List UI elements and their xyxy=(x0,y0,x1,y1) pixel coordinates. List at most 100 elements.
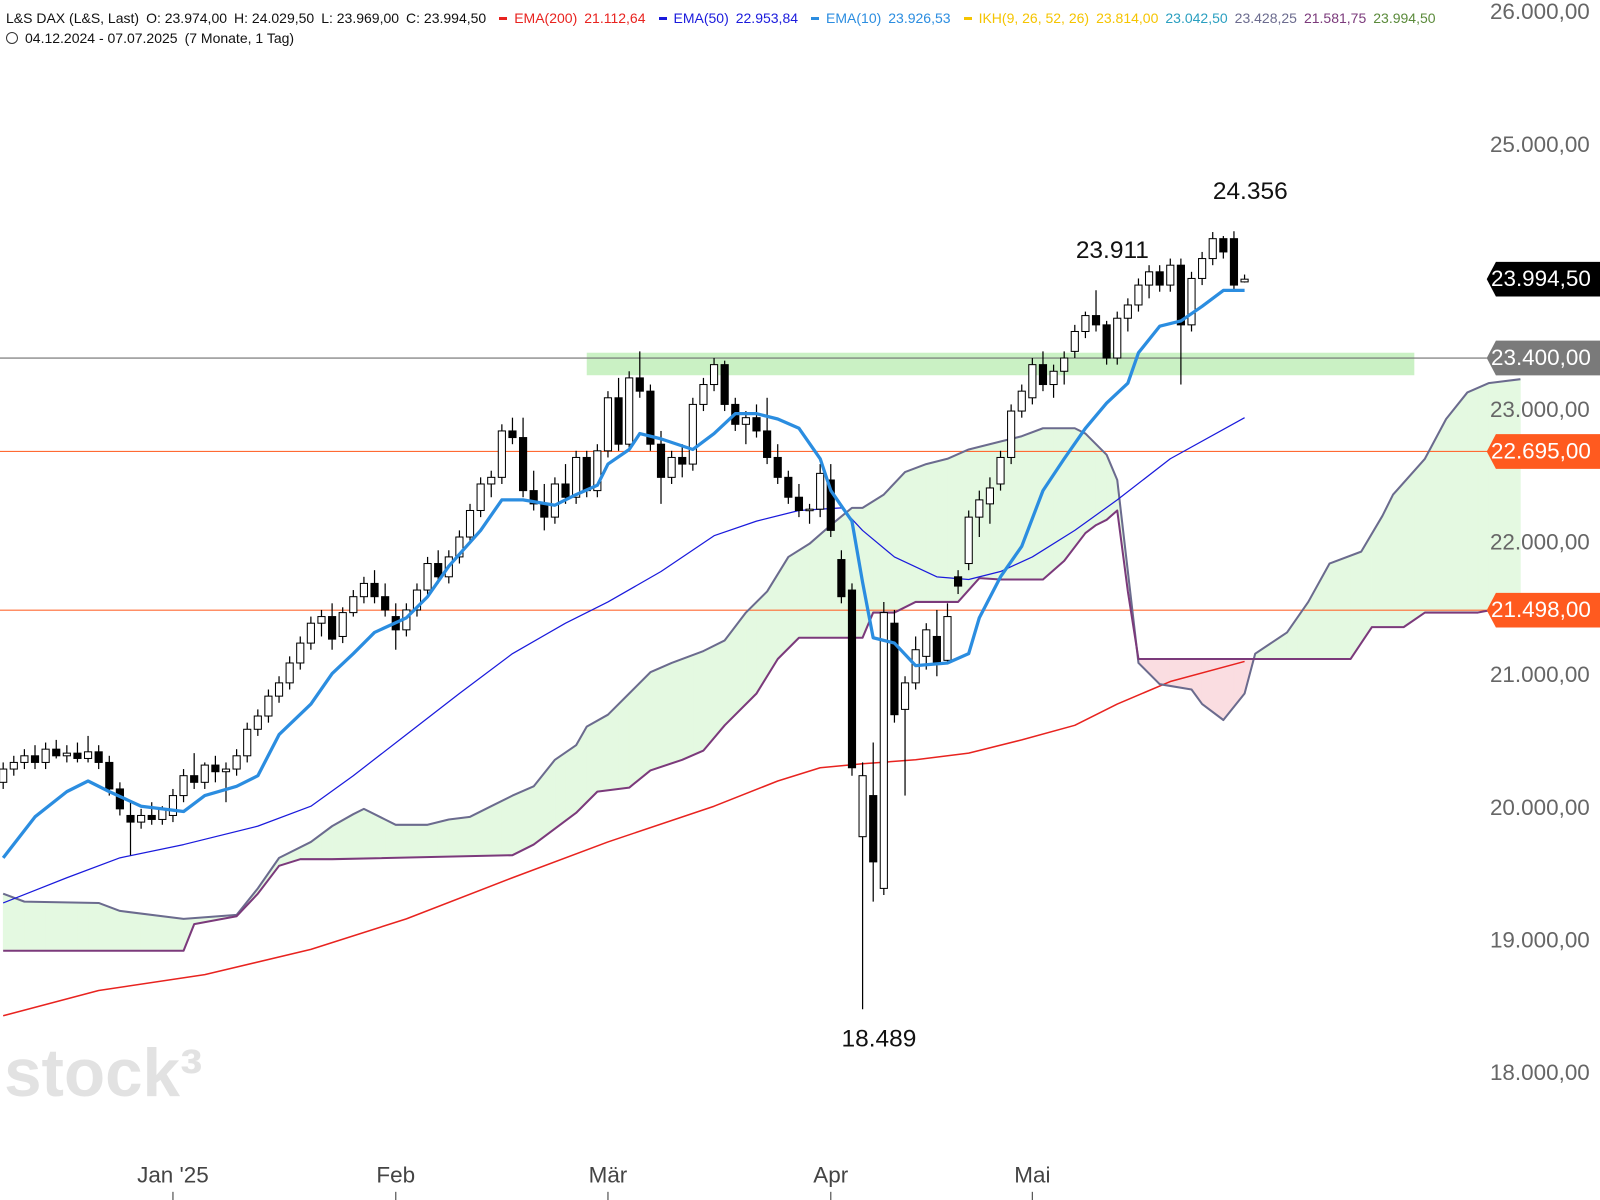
candle-body xyxy=(678,456,687,465)
y-tick-label: 18.000,00 xyxy=(1490,1060,1590,1085)
candle-body xyxy=(0,768,8,783)
cloud-fill xyxy=(904,467,916,608)
candle-body xyxy=(1038,364,1048,386)
cloud-fill xyxy=(1329,559,1341,660)
cloud-fill xyxy=(87,902,99,952)
legend-name: EMA(200) xyxy=(514,10,578,26)
legend-name: EMA(50) xyxy=(673,10,729,26)
candle-body xyxy=(105,761,114,790)
y-tick-label: 22.000,00 xyxy=(1490,530,1590,555)
legend-value: 22.953,84 xyxy=(735,10,799,26)
cloud-fill xyxy=(162,915,174,952)
candle-body xyxy=(317,616,326,624)
cloud-fill xyxy=(1477,382,1489,613)
cloud-fill xyxy=(681,654,694,761)
candle-body xyxy=(243,728,252,757)
cloud-fill xyxy=(1445,404,1458,613)
candle-body xyxy=(1240,278,1249,283)
candle-body xyxy=(794,496,804,512)
cloud-fill xyxy=(1350,551,1362,661)
cloud-fill xyxy=(119,910,131,952)
legend-value: 23.994,50 xyxy=(1373,10,1436,26)
cloud-fill xyxy=(936,458,948,603)
candle-body xyxy=(285,662,294,684)
candle-body xyxy=(190,775,199,783)
ohlc-label: L: 23.969,00 xyxy=(321,10,400,26)
cloud-fill xyxy=(469,810,481,857)
candle-body xyxy=(614,397,623,445)
candle-body xyxy=(582,456,591,492)
date-range: 04.12.2024 - 07.07.2025 xyxy=(25,30,178,46)
cloud-fill xyxy=(416,824,428,858)
cloud-fill xyxy=(894,471,906,614)
ema-line xyxy=(2,417,1245,904)
ema-line xyxy=(1,288,1245,859)
cloud-fill xyxy=(353,808,365,860)
ema-line xyxy=(2,660,1245,1017)
legend-value: 21.581,75 xyxy=(1303,10,1367,26)
cloud-fill xyxy=(1180,658,1192,690)
cloud-fill xyxy=(342,813,354,860)
candle-body xyxy=(1060,357,1069,372)
candle-body xyxy=(720,364,729,405)
legend-name: IKH(9, 26, 52, 26) xyxy=(978,10,1090,26)
cloud-fill xyxy=(363,808,375,859)
candle-body xyxy=(667,456,676,478)
candle-body xyxy=(540,503,549,518)
cloud-fill xyxy=(618,692,630,790)
candle-body xyxy=(550,483,559,518)
cloud-fill xyxy=(1456,391,1468,613)
level-box-label: 21.498,00 xyxy=(1491,597,1591,622)
cloud-fill xyxy=(915,463,927,603)
last-price-box-label: 23.994,50 xyxy=(1491,266,1591,291)
y-tick-label: 19.000,00 xyxy=(1490,927,1590,952)
x-tick-label: Feb xyxy=(376,1162,415,1187)
symbol: L&S DAX (L&S, Last) xyxy=(6,10,140,26)
cloud-fill xyxy=(108,906,121,952)
candle-body xyxy=(656,443,666,478)
candle-body xyxy=(370,582,379,598)
candle-body xyxy=(41,748,50,763)
candle-body xyxy=(83,751,93,759)
candle-body xyxy=(349,596,358,614)
candle-body xyxy=(858,775,867,838)
cloud-fill xyxy=(713,639,725,739)
candle-body xyxy=(487,476,496,485)
cloud-fill xyxy=(66,902,78,952)
candle-body xyxy=(1017,390,1026,412)
legend-value: 23.428,25 xyxy=(1234,10,1297,26)
candle-body xyxy=(816,472,825,510)
level-box-label: 23.400,00 xyxy=(1491,345,1591,370)
candle-body xyxy=(847,589,857,769)
candle-body xyxy=(1102,324,1111,359)
candle-body xyxy=(508,430,517,439)
candle-body xyxy=(996,456,1005,485)
candle-body xyxy=(73,752,82,759)
cloud-fill xyxy=(872,494,885,613)
candle-body xyxy=(688,403,697,465)
candle-body xyxy=(1144,271,1154,286)
cloud-fill xyxy=(809,533,821,639)
cloud-fill xyxy=(671,658,683,764)
candle-body xyxy=(826,479,835,531)
candle-body xyxy=(784,476,793,498)
cloud-fill xyxy=(575,725,588,814)
level-box xyxy=(1486,434,1600,469)
candle-body xyxy=(1070,330,1079,352)
candle-body xyxy=(455,536,464,558)
candle-body xyxy=(529,490,538,505)
cloud-fill xyxy=(395,824,407,859)
cloud-fill xyxy=(1424,438,1436,613)
candle-body xyxy=(593,450,602,492)
cloud-fill xyxy=(607,703,619,791)
cloud-fill xyxy=(554,751,566,830)
legend-value: 21.112,64 xyxy=(584,10,646,26)
candle-body xyxy=(964,516,973,565)
cloud-fill xyxy=(480,805,492,857)
cloud-fill xyxy=(692,650,704,756)
y-tick-label: 25.000,00 xyxy=(1490,132,1590,157)
cloud-fill xyxy=(1053,427,1065,571)
candle-body xyxy=(359,582,369,598)
cloud-fill xyxy=(883,482,895,613)
